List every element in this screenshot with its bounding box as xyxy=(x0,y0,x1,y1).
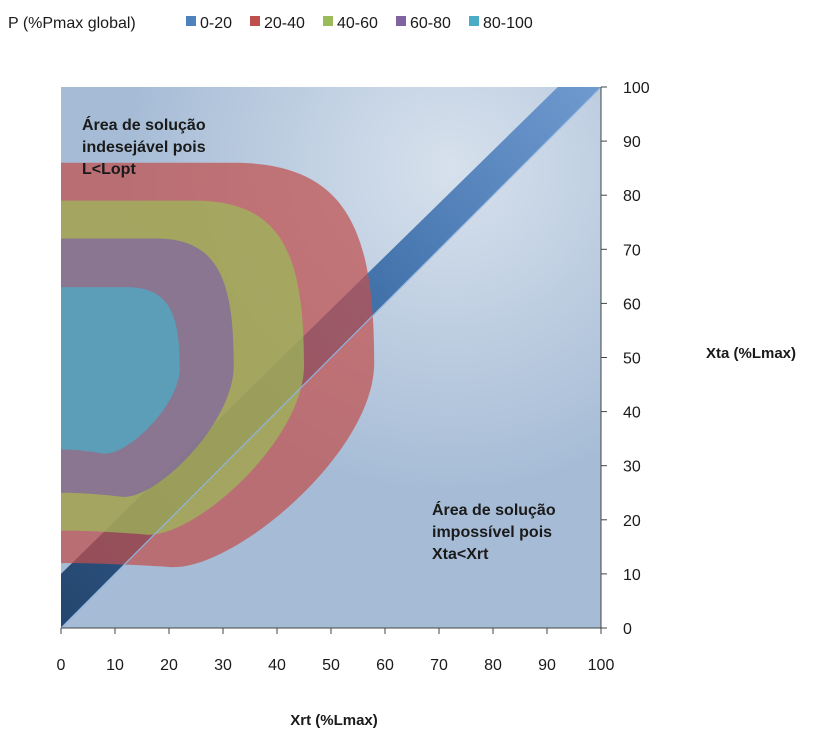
x-tick-label: 0 xyxy=(57,657,66,674)
x-tick-label: 50 xyxy=(322,657,340,674)
plot-area xyxy=(60,86,602,629)
legend-swatch xyxy=(250,16,260,26)
y-tick-label: 30 xyxy=(623,459,641,476)
legend-swatch xyxy=(396,16,406,26)
legend-swatch xyxy=(186,16,196,26)
x-axis-title: Xrt (%Lmax) xyxy=(290,712,378,729)
x-tick-label: 90 xyxy=(538,657,556,674)
y-axis: 0 10 20 30 40 50 60 70 80 90 100 Xta (%Lmax) xyxy=(600,80,796,638)
legend-label: 80-100 xyxy=(483,15,533,32)
annotation-text: Área de solução indesejável pois L<Lopt xyxy=(82,115,206,178)
legend: P (%Pmax global) 0-20 20-40 40-60 60-80 80-1… xyxy=(8,15,533,32)
series-80-100-region xyxy=(61,287,180,454)
x-axis: 0 10 20 30 40 50 60 70 80 90 100 Xrt (%Lmax) xyxy=(57,627,615,729)
y-tick-label: 40 xyxy=(623,405,641,422)
y-tick-label: 100 xyxy=(623,80,650,97)
x-tick-label: 70 xyxy=(430,657,448,674)
y-axis-title: Xta (%Lmax) xyxy=(706,345,796,362)
x-tick-label: 60 xyxy=(376,657,394,674)
x-tick-label: 10 xyxy=(106,657,124,674)
legend-swatch xyxy=(323,16,333,26)
legend-label: 40-60 xyxy=(337,15,378,32)
legend-label: 60-80 xyxy=(410,15,451,32)
y-tick-label: 20 xyxy=(623,513,641,530)
y-tick-label: 50 xyxy=(623,351,641,368)
y-tick-label: 0 xyxy=(623,621,632,638)
legend-label: 20-40 xyxy=(264,15,305,32)
y-tick-label: 80 xyxy=(623,188,641,205)
y-tick-label: 10 xyxy=(623,567,641,584)
legend-title: P (%Pmax global) xyxy=(8,15,136,32)
annotation-text: Área de solução impossível pois Xta<Xrt xyxy=(432,500,556,563)
legend-swatch xyxy=(469,16,479,26)
x-tick-label: 80 xyxy=(484,657,502,674)
x-tick-label: 30 xyxy=(214,657,232,674)
x-tick-label: 100 xyxy=(588,657,615,674)
y-tick-label: 90 xyxy=(623,134,641,151)
y-tick-label: 60 xyxy=(623,296,641,313)
x-tick-label: 20 xyxy=(160,657,178,674)
diagonal-boundary xyxy=(60,86,602,629)
y-tick-label: 70 xyxy=(623,242,641,259)
legend-label: 0-20 xyxy=(200,15,232,32)
x-tick-label: 40 xyxy=(268,657,286,674)
annotations: Área de solução indesejável pois L<Lopt Áre… xyxy=(82,115,556,563)
